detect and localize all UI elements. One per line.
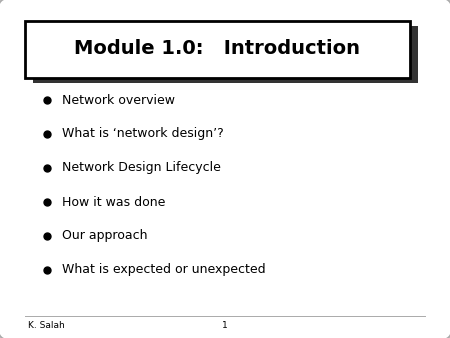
Bar xyxy=(25,21,410,78)
Text: What is expected or unexpected: What is expected or unexpected xyxy=(62,264,266,276)
Text: Module 1.0:   Introduction: Module 1.0: Introduction xyxy=(74,40,360,58)
Text: Network Design Lifecycle: Network Design Lifecycle xyxy=(62,162,221,174)
Text: K. Salah: K. Salah xyxy=(28,321,65,331)
Text: What is ‘network design’?: What is ‘network design’? xyxy=(62,127,224,141)
Text: Our approach: Our approach xyxy=(62,230,148,242)
Bar xyxy=(33,26,418,83)
Text: Network overview: Network overview xyxy=(62,94,175,106)
Text: 1: 1 xyxy=(222,321,228,331)
Text: How it was done: How it was done xyxy=(62,195,166,209)
